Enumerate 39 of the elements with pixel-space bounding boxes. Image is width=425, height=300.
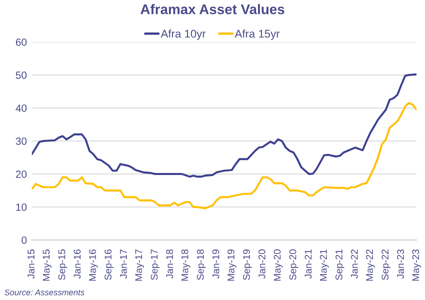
y-tick-label: 50 bbox=[16, 72, 27, 79]
legend-label: Afra 15yr bbox=[234, 30, 280, 40]
legend-label: Afra 10yr bbox=[160, 30, 206, 40]
x-tick-label: May-21 bbox=[320, 250, 329, 281]
source-note: Source: Assessments bbox=[4, 289, 84, 296]
x-tick-label: Jan-19 bbox=[212, 249, 220, 279]
x-tick-label: Sep-16 bbox=[104, 249, 114, 280]
y-tick-label: 60 bbox=[16, 38, 27, 46]
y-tick-label: 0 bbox=[22, 236, 27, 244]
y-tick-label: 10 bbox=[16, 204, 27, 211]
line-series bbox=[32, 102, 416, 210]
x-tick-label: May-19 bbox=[228, 249, 236, 281]
x-tick-label: May-17 bbox=[135, 250, 144, 281]
x-tick-label: Sep-21 bbox=[335, 250, 344, 280]
y-tick-label: 30 bbox=[16, 138, 27, 145]
x-tick-label: Sep-19 bbox=[243, 249, 252, 280]
x-tick-label: Jan-21 bbox=[304, 250, 312, 279]
x-tick-label: Jan-22 bbox=[350, 250, 358, 279]
x-tick-label: May-16 bbox=[89, 249, 98, 281]
x-tick-label: Jan-16 bbox=[74, 249, 81, 279]
x-tick-label: Jan-20 bbox=[258, 249, 266, 279]
y-tick-label: 40 bbox=[16, 104, 27, 112]
y-tick-label: 20 bbox=[16, 170, 27, 178]
x-tick-label: Jan-17 bbox=[120, 250, 127, 279]
chart-title: Aframax Asset Values bbox=[140, 4, 284, 14]
line-series bbox=[32, 73, 416, 178]
x-tick-label: Sep-18 bbox=[196, 249, 206, 280]
x-tick-label: Sep-15 bbox=[58, 249, 68, 280]
x-tick-label: May-18 bbox=[181, 249, 190, 281]
x-tick-label: Jan-23 bbox=[397, 249, 404, 279]
x-tick-label: Jan-18 bbox=[166, 249, 174, 279]
x-tick-label: Sep-17 bbox=[150, 250, 160, 280]
x-tick-label: May-23 bbox=[412, 249, 422, 281]
x-tick-label: Jan-15 bbox=[28, 249, 34, 279]
x-tick-label: Sep-20 bbox=[289, 249, 298, 280]
x-tick-label: May-22 bbox=[366, 250, 375, 281]
x-tick-label: May-15 bbox=[42, 249, 52, 281]
x-tick-label: May-20 bbox=[274, 249, 283, 281]
x-tick-label: Sep-22 bbox=[382, 250, 390, 280]
